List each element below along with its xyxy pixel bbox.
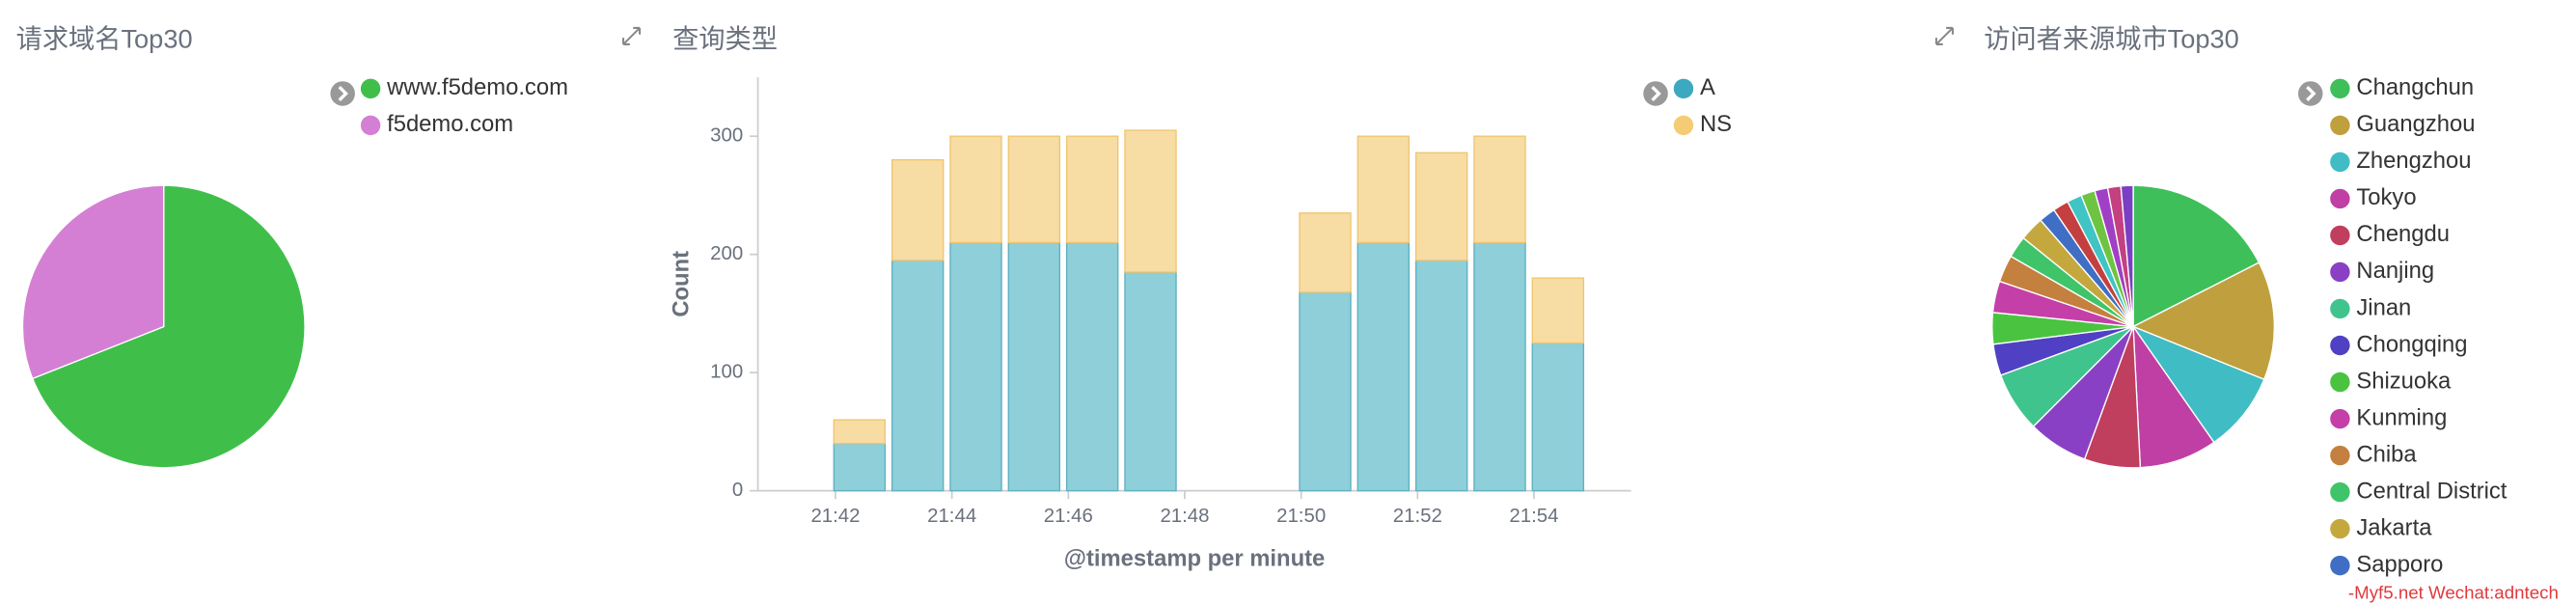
x-tick-label: 21:42 [810, 506, 860, 527]
bar-segment [1007, 241, 1061, 492]
legend-swatch [2330, 115, 2350, 136]
legend-label: Changchun [2356, 74, 2474, 100]
bar-segment [1065, 241, 1119, 492]
legend-swatch [1673, 78, 1694, 99]
bar-segment [833, 419, 887, 445]
y-tick-label: 0 [732, 480, 743, 501]
legend-label: Jakarta [2356, 514, 2432, 540]
legend-toggle[interactable] [330, 81, 355, 106]
bar-segment [1473, 241, 1526, 492]
y-tick-label: 300 [710, 125, 743, 147]
bar-segment [833, 442, 887, 492]
x-tick-label: 21:44 [927, 506, 976, 527]
expand-icon[interactable] [1934, 26, 1954, 45]
x-tick-label: 21:52 [1393, 506, 1442, 527]
legend-swatch [2330, 518, 2350, 539]
y-tick-label: 200 [710, 243, 743, 264]
legend-label: Sapporo [2356, 551, 2443, 577]
legend-swatch [2330, 335, 2350, 356]
expand-icon[interactable] [622, 26, 642, 45]
x-tick-label: 21:48 [1160, 506, 1209, 527]
legend-swatch [2330, 481, 2350, 503]
chart-title: 查询类型 [672, 24, 778, 54]
legend-label: Chengdu [2356, 221, 2450, 247]
legend-swatch [2330, 445, 2350, 466]
pie-slice [31, 184, 306, 469]
bar-segment [1531, 277, 1585, 344]
legend-toggle[interactable] [2298, 81, 2323, 106]
bar-segment [1531, 342, 1585, 492]
x-tick-label: 21:54 [1509, 506, 1558, 527]
pie-slice [2131, 261, 2276, 381]
legend-swatch [2330, 371, 2350, 393]
pie-slice [2120, 184, 2134, 327]
legend-swatch [360, 78, 381, 99]
bar-segment [1299, 291, 1352, 492]
pie-slice [2132, 184, 2261, 328]
legend-label: NS [1700, 111, 1732, 137]
bar-segment [1414, 260, 1468, 492]
bar-segment [1065, 135, 1119, 244]
legend-label: Shizuoka [2356, 368, 2452, 394]
pie-slice [2132, 324, 2215, 469]
legend-label: Central District [2356, 478, 2507, 504]
legend-label: Guangzhou [2356, 111, 2475, 137]
bar-segment [891, 159, 945, 261]
x-axis-label: @timestamp per minute [1064, 545, 1325, 571]
legend-toggle[interactable] [1643, 81, 1668, 106]
legend-label: Chiba [2356, 441, 2417, 467]
bar-segment [1414, 151, 1468, 261]
legend-label: Nanjing [2356, 258, 2434, 284]
x-tick-label: 21:50 [1276, 506, 1326, 527]
y-axis-label: Count [669, 251, 695, 317]
legend-label: Chongqing [2356, 331, 2467, 357]
legend-swatch [1673, 115, 1694, 136]
legend-swatch [2330, 298, 2350, 319]
legend-swatch [360, 115, 381, 136]
y-tick-label: 100 [710, 362, 743, 383]
legend-swatch [2330, 151, 2350, 173]
legend-swatch [2330, 188, 2350, 209]
bar-segment [949, 241, 1002, 492]
legend-label: A [1700, 74, 1715, 100]
bar-segment [1124, 271, 1177, 492]
legend-label: Zhengzhou [2356, 148, 2471, 174]
legend-label: www.f5demo.com [386, 74, 568, 100]
bar-segment [1299, 212, 1352, 293]
pie-slice [2131, 325, 2265, 444]
legend-swatch [2330, 225, 2350, 246]
bar-segment [1357, 135, 1411, 244]
legend-swatch [2330, 261, 2350, 283]
legend-label: Jinan [2356, 294, 2411, 320]
bar-segment [891, 260, 945, 492]
legend-swatch [2330, 78, 2350, 99]
legend-swatch [2330, 555, 2350, 576]
pie-slice [21, 184, 165, 380]
bar-segment [1357, 241, 1411, 492]
chart-title: 请求域名Top30 [16, 24, 193, 54]
bar-segment [1124, 129, 1177, 273]
legend-label: Tokyo [2356, 184, 2416, 210]
bar-segment [1007, 135, 1061, 244]
watermark: -Myf5.net Wechat:adntech [2348, 583, 2559, 603]
bar-segment [949, 135, 1002, 244]
chart-title: 访问者来源城市Top30 [1984, 24, 2239, 54]
legend-swatch [2330, 408, 2350, 429]
legend-label: f5demo.com [387, 111, 513, 137]
bar-segment [1473, 135, 1526, 244]
x-tick-label: 21:46 [1044, 506, 1093, 527]
legend-label: Kunming [2356, 404, 2447, 430]
